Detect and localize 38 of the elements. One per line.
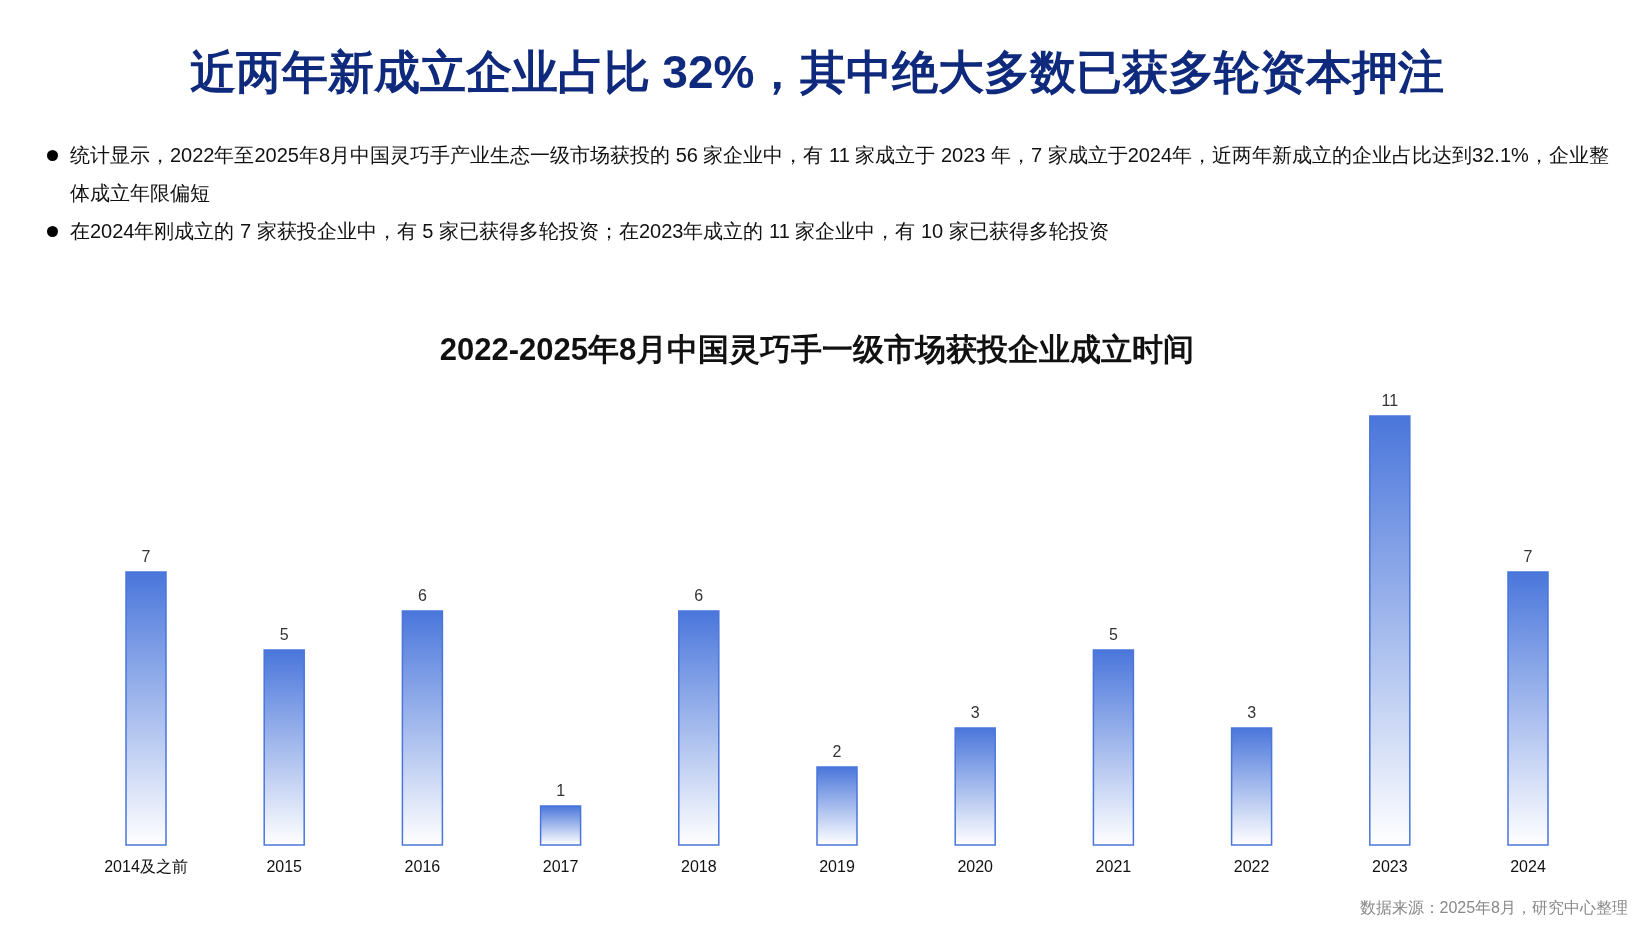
bar (1092, 649, 1135, 846)
x-tick-label: 2017 (542, 858, 579, 875)
x-tick-label: 2024 (1510, 858, 1546, 875)
data-label: 5 (279, 626, 289, 643)
x-tick-label: 2015 (266, 858, 303, 875)
bar (539, 805, 582, 846)
bar (678, 610, 720, 846)
text: 统计显示，2022年至2025年8月中国灵巧手产业生态一级市场获投的 56 家企业中，有 11 家成立于 2023 年，7 家成立于2024年，近两年新成立的企业占比达到32.1%，企业整体成立年限偏短 (70, 144, 1609, 204)
bar (816, 766, 858, 846)
text: 在2024年刚成立的 7 家获投企业中，有 5 家已获得多轮投资；在2023年成立的 11 家企业中，有 10 家已获得多轮投资 (70, 220, 1109, 242)
bar (1230, 727, 1273, 846)
data-label: 7 (141, 548, 151, 565)
x-tick-label: 2020 (957, 858, 994, 875)
data-label: 6 (694, 587, 704, 604)
x-tick-label: 2016 (404, 858, 441, 875)
chart-title: 近两年新成立企业占比 32%，其中绝大多数已获多轮资本押注 (188, 45, 1446, 100)
data-label: 6 (417, 587, 427, 604)
data-label: 11 (1381, 392, 1399, 409)
x-tick-label: 2023 (1372, 858, 1408, 875)
x-tick-label: 2018 (681, 858, 717, 875)
data-label: 3 (1247, 704, 1257, 721)
data-label: 1 (556, 782, 566, 799)
data-label: 5 (1108, 626, 1118, 643)
bar (954, 727, 996, 846)
bar (1507, 571, 1549, 846)
data-label: 2 (832, 743, 842, 760)
bar (125, 571, 167, 846)
bar (263, 649, 305, 846)
x-tick-label: 2014及之前 (104, 858, 188, 875)
chart-subtitle: 2022-2025年8月中国灵巧手一级市场获投企业成立时间 (439, 332, 1195, 367)
data-label: 3 (970, 704, 980, 721)
bar (401, 610, 444, 846)
x-tick-label: 2021 (1095, 858, 1132, 875)
data-label: 7 (1523, 548, 1533, 565)
source-note: 数据来源：2025年8月，研究中心整理 (1359, 898, 1628, 918)
x-tick-label: 2019 (819, 858, 855, 875)
bar (1369, 415, 1411, 846)
x-tick-label: 2022 (1233, 858, 1270, 875)
